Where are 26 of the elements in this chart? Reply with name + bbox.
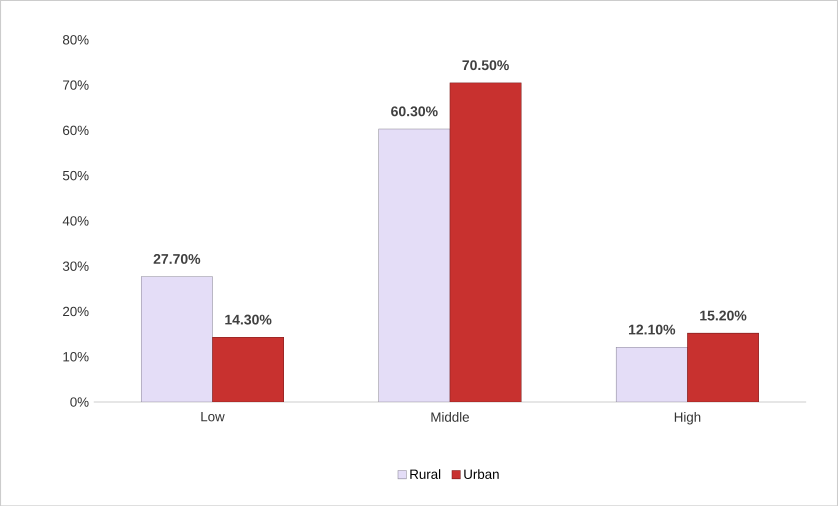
bar bbox=[687, 332, 759, 402]
data-label: 12.10% bbox=[628, 324, 676, 334]
y-tick-label: 70% bbox=[63, 80, 89, 90]
y-tick-label: 30% bbox=[62, 261, 89, 271]
legend-label: Urban bbox=[464, 468, 499, 479]
data-label: 60.30% bbox=[391, 106, 438, 116]
bar bbox=[616, 346, 688, 402]
y-tick-label: 10% bbox=[63, 352, 89, 362]
y-tick-label: 60% bbox=[63, 125, 89, 135]
data-label: 27.70% bbox=[154, 254, 200, 264]
legend-label: Rural bbox=[410, 468, 440, 479]
x-tick-label: High bbox=[674, 412, 700, 424]
data-label: 14.30% bbox=[225, 314, 272, 324]
bar bbox=[378, 128, 450, 402]
bar bbox=[140, 276, 213, 402]
y-tick-label: 20% bbox=[63, 306, 89, 316]
y-tick-label: 0% bbox=[70, 397, 89, 407]
y-tick-label: 40% bbox=[62, 216, 89, 226]
bar bbox=[212, 336, 284, 402]
y-tick-label: 50% bbox=[62, 170, 89, 180]
x-tick-label: Low bbox=[201, 412, 225, 422]
y-tick-label: 80% bbox=[62, 34, 89, 44]
bar bbox=[450, 82, 522, 402]
data-label: 15.20% bbox=[700, 310, 746, 320]
x-tick-label: Middle bbox=[431, 412, 469, 422]
data-label: 70.50% bbox=[462, 60, 509, 70]
